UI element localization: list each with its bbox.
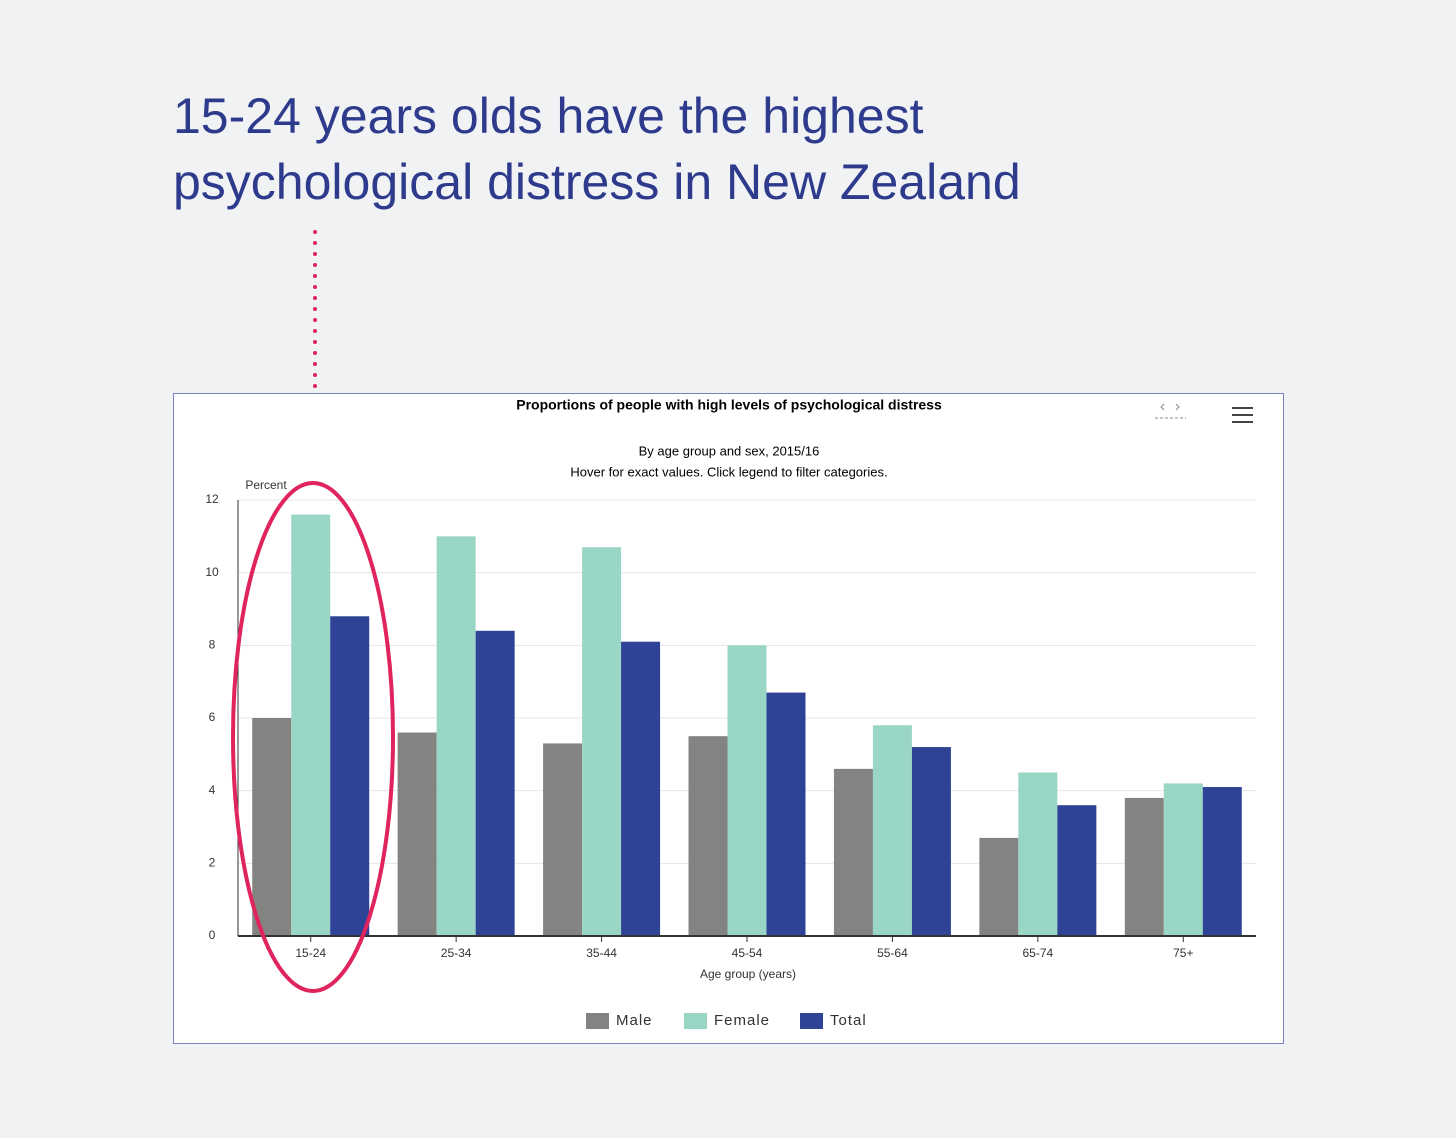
bar xyxy=(582,547,622,936)
chart-subtitle: Hover for exact values. Click legend to … xyxy=(570,464,887,479)
bar xyxy=(1124,797,1164,936)
bar xyxy=(1202,787,1242,936)
x-tick-label: 55-64 xyxy=(877,946,908,960)
legend-swatch[interactable] xyxy=(800,1013,823,1029)
y-tick-label: 12 xyxy=(205,492,219,506)
bar xyxy=(621,641,661,936)
y-tick-label: 2 xyxy=(209,856,216,870)
x-tick-label: 45-54 xyxy=(732,946,763,960)
legend-swatch[interactable] xyxy=(684,1013,707,1029)
bar xyxy=(397,732,437,936)
bar xyxy=(1018,772,1058,936)
highlight-ellipse xyxy=(231,481,395,993)
bar xyxy=(979,837,1019,936)
bar xyxy=(727,645,767,936)
x-tick-label: 35-44 xyxy=(586,946,617,960)
bar xyxy=(1057,805,1097,936)
bar xyxy=(252,718,292,936)
bar xyxy=(766,692,806,936)
bar xyxy=(911,747,951,936)
chart-subtitle: By age group and sex, 2015/16 xyxy=(639,443,820,458)
x-tick-label: 75+ xyxy=(1173,946,1193,960)
embed-icon[interactable] xyxy=(1155,403,1186,419)
menu-icon[interactable] xyxy=(1232,407,1253,423)
legend-label[interactable]: Female xyxy=(714,1012,770,1029)
bar xyxy=(543,743,583,936)
y-axis-label: Percent xyxy=(245,478,287,492)
bar xyxy=(475,630,515,936)
x-tick-label: 25-34 xyxy=(441,946,472,960)
bar xyxy=(436,536,476,936)
bar xyxy=(872,725,912,936)
bar xyxy=(688,736,728,936)
y-tick-label: 8 xyxy=(209,638,216,652)
x-tick-label: 15-24 xyxy=(295,946,326,960)
y-tick-label: 6 xyxy=(209,710,216,724)
x-tick-label: 65-74 xyxy=(1023,946,1054,960)
x-axis-label: Age group (years) xyxy=(700,967,796,981)
bar xyxy=(833,768,873,936)
headline: psychological distress in New Zealand xyxy=(173,154,1021,210)
chart-title: Proportions of people with high levels o… xyxy=(516,397,942,413)
legend-label[interactable]: Total xyxy=(830,1012,867,1029)
y-tick-label: 10 xyxy=(205,565,219,579)
bar xyxy=(1163,783,1203,936)
legend-label[interactable]: Male xyxy=(616,1012,653,1029)
y-tick-label: 0 xyxy=(209,928,216,942)
bar xyxy=(291,514,331,936)
y-tick-label: 4 xyxy=(209,783,216,797)
headline: 15-24 years olds have the highest xyxy=(173,88,924,144)
legend-swatch[interactable] xyxy=(586,1013,609,1029)
bar xyxy=(330,616,370,936)
